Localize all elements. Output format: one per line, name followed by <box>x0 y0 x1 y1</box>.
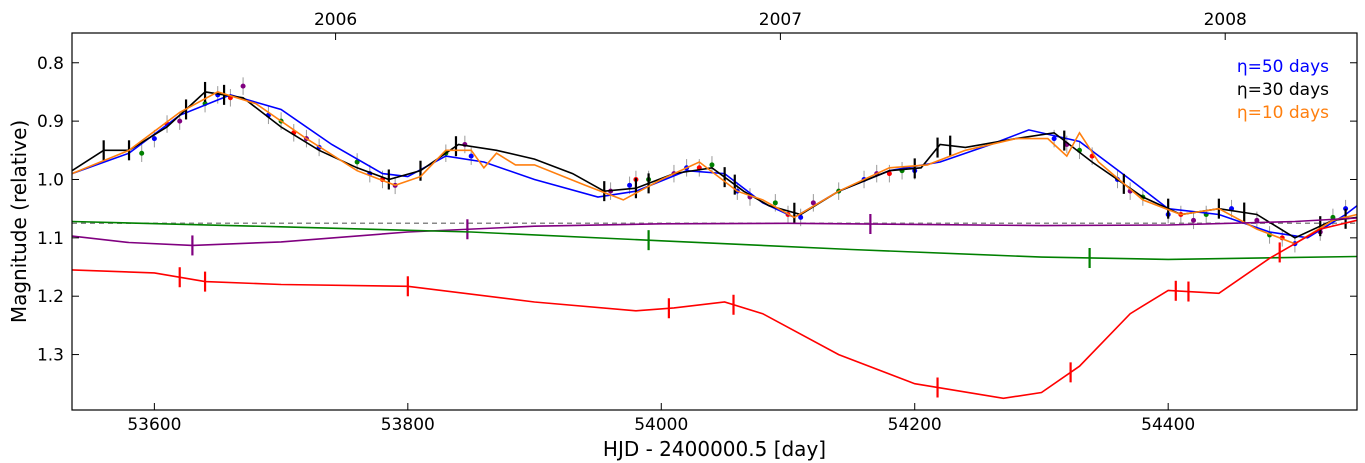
series-line <box>72 91 1357 245</box>
data-point <box>354 159 360 165</box>
y-tick-label: 0.8 <box>37 54 64 74</box>
data-point <box>798 214 804 220</box>
legend-entry: η=30 days <box>1237 80 1329 100</box>
data-point <box>1191 217 1197 223</box>
data-point <box>177 118 183 124</box>
y-tick-label: 0.9 <box>37 112 64 132</box>
x-tick-label: 54400 <box>1141 415 1195 435</box>
series-line <box>72 219 1357 400</box>
x-tick-label: 54000 <box>634 415 688 435</box>
plot-area <box>72 77 1357 400</box>
top-tick-label: 2006 <box>314 10 357 30</box>
y-axis-label: Magnitude (relative) <box>7 120 31 323</box>
series-line <box>72 94 1357 239</box>
y-tick-label: 1.1 <box>37 229 64 249</box>
y-tick-label: 1.2 <box>37 287 64 307</box>
legend-entry: η=50 days <box>1237 57 1329 77</box>
plot-frame <box>71 32 1358 411</box>
top-tick-label: 2008 <box>1204 10 1247 30</box>
data-point <box>468 153 474 159</box>
data-point <box>1343 206 1349 212</box>
y-tick-label: 1.0 <box>37 170 64 190</box>
x-tick-label: 54200 <box>888 415 942 435</box>
data-point <box>627 182 633 188</box>
x-tick-label: 53600 <box>127 415 181 435</box>
data-point <box>1051 136 1057 142</box>
data-point <box>151 136 157 142</box>
series-line <box>72 217 1357 247</box>
data-point <box>810 200 816 206</box>
data-point <box>240 83 246 89</box>
top-tick-label: 2007 <box>759 10 802 30</box>
series-line <box>72 91 1357 239</box>
data-point <box>772 200 778 206</box>
series-line <box>72 220 1357 261</box>
data-point <box>886 171 892 177</box>
x-axis-label: HJD - 2400000.5 [day] <box>603 437 826 461</box>
data-point <box>139 150 145 156</box>
x-tick-label: 53800 <box>381 415 435 435</box>
legend-entry: η=10 days <box>1237 103 1329 123</box>
y-tick-label: 1.3 <box>37 346 64 366</box>
data-point <box>709 162 715 168</box>
data-point <box>1254 217 1260 223</box>
